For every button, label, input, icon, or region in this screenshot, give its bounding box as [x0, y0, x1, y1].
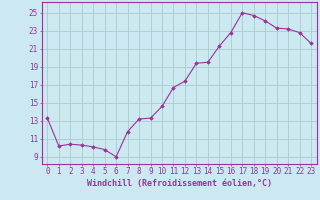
X-axis label: Windchill (Refroidissement éolien,°C): Windchill (Refroidissement éolien,°C)	[87, 179, 272, 188]
